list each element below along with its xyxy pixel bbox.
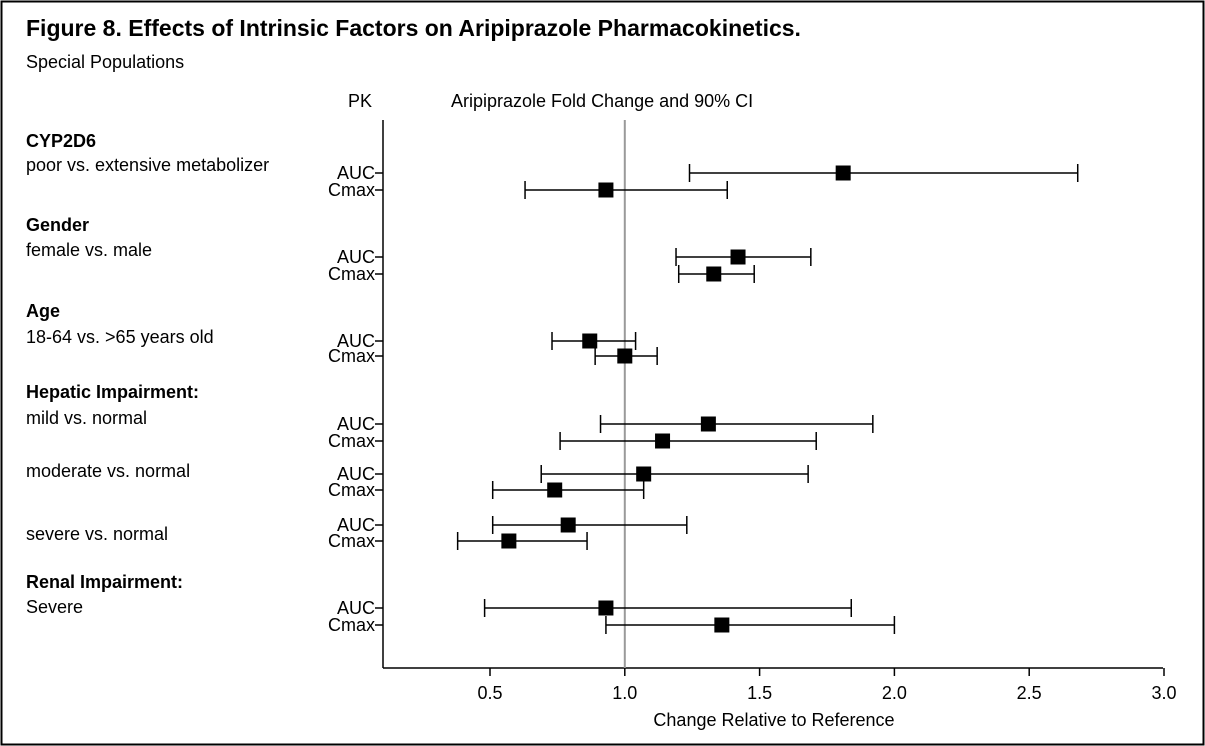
pk-label: AUC: [337, 331, 375, 351]
point-estimate: [730, 249, 746, 265]
group-label: Renal Impairment:: [26, 572, 183, 592]
x-tick-label: 3.0: [1151, 683, 1176, 703]
point-estimate: [598, 600, 614, 616]
pk-label: AUC: [337, 598, 375, 618]
group-sublabel: moderate vs. normal: [26, 461, 190, 481]
pk-label: Cmax: [328, 531, 375, 551]
pk-label: Cmax: [328, 180, 375, 200]
x-axis-label: Change Relative to Reference: [653, 710, 894, 730]
group-sublabel: female vs. male: [26, 240, 152, 260]
pk-column-header: PK: [348, 91, 372, 111]
pk-label: Cmax: [328, 346, 375, 366]
point-estimate: [706, 266, 722, 282]
point-estimate: [501, 533, 517, 549]
x-tick-label: 2.0: [882, 683, 907, 703]
group-sublabel: Severe: [26, 597, 83, 617]
pk-label: AUC: [337, 163, 375, 183]
group-sublabel: severe vs. normal: [26, 524, 168, 544]
pk-label: AUC: [337, 247, 375, 267]
point-estimate: [617, 348, 633, 364]
x-tick-label: 2.5: [1017, 683, 1042, 703]
pk-label: Cmax: [328, 615, 375, 635]
group-sublabel: mild vs. normal: [26, 408, 147, 428]
chart-marks: [456, 164, 1079, 634]
plot-header: Aripiprazole Fold Change and 90% CI: [451, 91, 753, 111]
group-sublabel: 18-64 vs. >65 years old: [26, 327, 214, 347]
pk-label: Cmax: [328, 431, 375, 451]
x-tick-label: 1.5: [747, 683, 772, 703]
pk-label: Cmax: [328, 480, 375, 500]
figure-title: Figure 8. Effects of Intrinsic Factors o…: [26, 15, 801, 41]
x-axis: 0.5 1.0 1.5 2.0 2.5 3.0: [375, 120, 1177, 703]
group-label: Hepatic Impairment:: [26, 382, 199, 402]
point-estimate: [714, 617, 730, 633]
figure-subtitle: Special Populations: [26, 52, 184, 72]
point-estimate: [560, 517, 576, 533]
group-label: Age: [26, 301, 60, 321]
group-sublabel: poor vs. extensive metabolizer: [26, 155, 269, 175]
x-tick-label: 0.5: [477, 683, 502, 703]
point-estimate: [582, 333, 598, 349]
group-label: Gender: [26, 215, 89, 235]
x-tick-label: 1.0: [612, 683, 637, 703]
pk-label: AUC: [337, 414, 375, 434]
pk-label: AUC: [337, 464, 375, 484]
pk-label: Cmax: [328, 264, 375, 284]
point-estimate: [835, 165, 851, 181]
point-estimate: [636, 466, 652, 482]
pk-label: AUC: [337, 515, 375, 535]
point-estimate: [700, 416, 716, 432]
point-estimate: [655, 433, 671, 449]
point-estimate: [598, 182, 614, 198]
point-estimate: [547, 482, 563, 498]
group-label: CYP2D6: [26, 131, 96, 151]
